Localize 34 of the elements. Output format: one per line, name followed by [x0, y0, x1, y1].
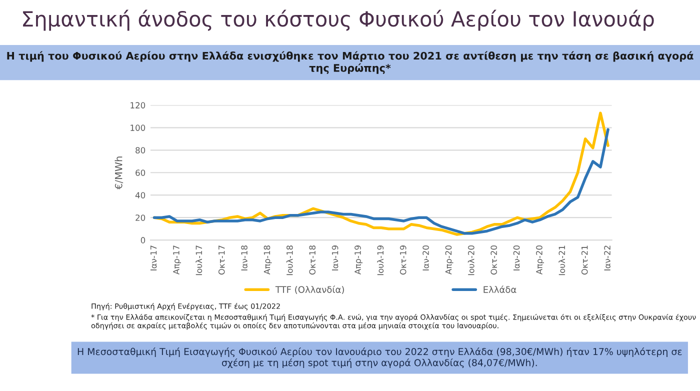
chart-subtitle: Η τιμή του Φυσικού Αερίου στην Ελλάδα ενισχύθηκε τον Μάρτιο του 2021 σε αντίθεση με την τάση σε βασική αγορά της Ευρώπης*	[7, 51, 694, 74]
x-tick-label: Ιαν-17	[150, 246, 157, 270]
x-tick-label: Ιουλ-18	[286, 246, 293, 276]
x-tick-label: Ιαν-19	[332, 246, 338, 270]
legend-label: Ελλάδα	[484, 286, 516, 293]
y-tick-label: 100	[130, 124, 146, 131]
x-tick-label: Ιαν-22	[604, 246, 610, 270]
y-axis-title: €/MWh	[114, 156, 124, 190]
y-tick-label: 80	[136, 147, 146, 154]
x-tick-label: Απρ-20	[536, 245, 544, 274]
y-tick-label: 40	[135, 192, 146, 198]
x-tick-label: Απρ-20	[445, 245, 454, 274]
x-tick-label: Ιαν-20	[422, 245, 429, 270]
x-tick-label: Απρ-17	[173, 246, 181, 274]
y-tick-label: 20	[136, 214, 146, 221]
x-tick-label: Απρ-18	[264, 246, 272, 274]
x-tick-label: Οκτ-20	[490, 245, 497, 275]
x-tick-label: Οκτ-21	[581, 246, 588, 275]
x-tick-label: Ιουλ-19	[377, 246, 384, 276]
chart-title: Σημαντική άνοδος του κόστους Φυσικού Αερίου τον Ιανουάρ	[23, 10, 654, 31]
x-tick-label: Οκτ-18	[309, 246, 316, 275]
x-tick-label: Απρ-19	[354, 246, 362, 274]
x-tick-label: Ιαν-18	[241, 246, 248, 270]
x-tick-label: Ιαν-20	[513, 245, 520, 270]
y-tick-label: 60	[136, 170, 146, 176]
legend-label: TTF (Ολλανδία)	[275, 286, 344, 294]
x-tick-label: Ιουλ-20	[468, 245, 474, 276]
x-tick-label: Οκτ-17	[218, 246, 225, 275]
x-tick-label: Ιουλ-17	[196, 246, 202, 276]
x-tick-label: Οκτ-19	[400, 246, 406, 275]
y-tick-label: 120	[130, 102, 146, 108]
x-tick-label: Ιουλ-21	[558, 246, 566, 276]
text: Η Μεσοσταθμική Τιμή Εισαγωγής Φυσικού Αερίου τον Ιανουάριο του 2022 στην Ελλάδα (98,30€/MWh) ήταν 17% υψηλότερη σε σχέση με τη μέση spot τιμή στην αγορά Ολλανδίας (84,07€/MWh).	[78, 347, 682, 368]
y-tick-label: 0	[140, 237, 146, 244]
